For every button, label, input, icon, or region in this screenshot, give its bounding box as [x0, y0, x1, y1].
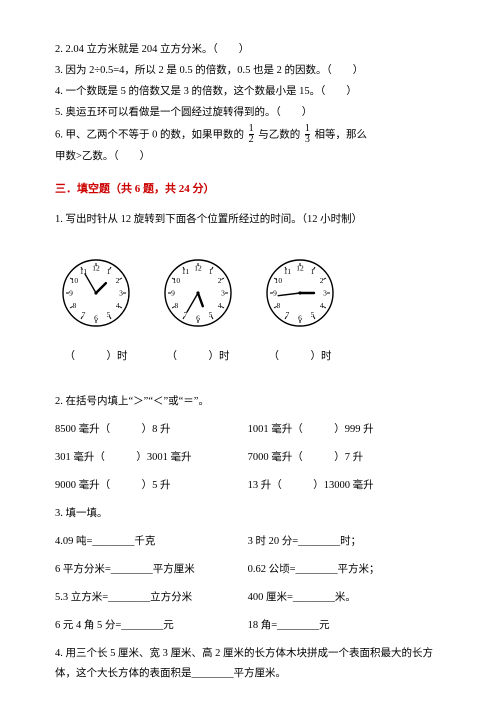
- frac-num: 1: [305, 123, 310, 134]
- worksheet-page: 2. 2.04 立方米就是 204 立方分米。（ ） 3. 因为 2÷0.5=4…: [0, 0, 500, 707]
- clock-face-2: 123456789101112: [162, 257, 234, 329]
- tf-q3: 3. 因为 2÷0.5=4，所以 2 是 0.5 的倍数，0.5 也是 2 的因…: [55, 61, 445, 81]
- svg-text:3: 3: [119, 288, 123, 297]
- fb-q2-r3a: 9000 毫升（ ）5 升: [55, 476, 245, 496]
- svg-text:12: 12: [296, 263, 304, 272]
- svg-text:8: 8: [276, 301, 280, 310]
- svg-text:10: 10: [275, 276, 283, 285]
- svg-text:1: 1: [209, 266, 213, 275]
- fb-q3-r1b: 3 时 20 分=________时；: [248, 532, 362, 552]
- fb-q2-r1b: 1001 毫升（ ）999 升: [248, 420, 374, 440]
- fb-q3-r4b: 18 角=________元: [248, 616, 330, 636]
- frac-den: 3: [305, 134, 310, 146]
- svg-text:4: 4: [320, 301, 324, 310]
- svg-text:12: 12: [194, 263, 202, 272]
- clock-3-label: （ ）时: [269, 347, 332, 367]
- svg-text:6: 6: [196, 313, 200, 322]
- svg-text:9: 9: [273, 288, 277, 297]
- section-fill-blank-title: 三．填空题（共 6 题，共 24 分）: [55, 179, 445, 200]
- fb-q3-row1: 4.09 吨=________千克 3 时 20 分=________时；: [55, 532, 445, 552]
- clock-face-3: 123456789101112: [264, 257, 336, 329]
- svg-text:9: 9: [69, 288, 73, 297]
- fb-q2-row3: 9000 毫升（ ）5 升 13 升（ ）13000 毫升: [55, 476, 445, 496]
- svg-text:8: 8: [72, 301, 76, 310]
- svg-text:4: 4: [218, 301, 222, 310]
- svg-text:8: 8: [174, 301, 178, 310]
- fb-q4: 4. 用三个长 5 厘米、宽 3 厘米、高 2 厘米的长方体木块拼成一个表面积最…: [55, 644, 445, 684]
- fb-q2-r2b: 7000 毫升（ ）7 升: [248, 448, 364, 468]
- svg-text:5: 5: [311, 310, 315, 319]
- svg-text:11: 11: [284, 266, 291, 275]
- svg-text:7: 7: [82, 310, 86, 319]
- fb-q2-row1: 8500 毫升（ ）8 升 1001 毫升（ ）999 升: [55, 420, 445, 440]
- fb-q3-lead: 3. 填一填。: [55, 504, 445, 524]
- fraction-1-2: 1 2: [249, 124, 254, 146]
- svg-text:2: 2: [320, 276, 324, 285]
- frac-den: 2: [249, 134, 254, 146]
- clock-face-1: 123456789101112: [60, 257, 132, 329]
- clock-2: 123456789101112 （ ）时: [162, 257, 234, 367]
- tf-q4: 4. 一个数既是 5 的倍数又是 3 的倍数，这个数最小是 15。（ ）: [55, 82, 445, 102]
- fb-q2-r1a: 8500 毫升（ ）8 升: [55, 420, 245, 440]
- fb-q2-r2a: 301 毫升（ ）3001 毫升: [55, 448, 245, 468]
- fb-q2-lead: 2. 在括号内填上“＞”“＜”或“＝”。: [55, 392, 445, 412]
- clock-1: 123456789101112 （ ）时: [60, 257, 132, 367]
- clock-1-label: （ ）时: [65, 347, 128, 367]
- fb-q3-r3a: 5.3 立方米=________立方分米: [55, 588, 245, 608]
- fb-q3-r2b: 0.62 公顷=________平方米；: [248, 560, 380, 580]
- tf-q6-b: 与乙数的: [258, 129, 300, 140]
- svg-text:5: 5: [209, 310, 213, 319]
- svg-text:6: 6: [94, 313, 98, 322]
- svg-text:2: 2: [116, 276, 120, 285]
- fb-q3-r3b: 400 厘米=________米。: [248, 588, 356, 608]
- svg-text:11: 11: [80, 266, 87, 275]
- tf-q6-d: 甲数>乙数。（ ）: [55, 147, 445, 167]
- fb-q2-row2: 301 毫升（ ）3001 毫升 7000 毫升（ ）7 升: [55, 448, 445, 468]
- tf-q6-a: 6. 甲、乙两个不等于 0 的数，如果甲数的: [55, 129, 244, 140]
- tf-q2: 2. 2.04 立方米就是 204 立方分米。（ ）: [55, 40, 445, 60]
- fb-q3-r1a: 4.09 吨=________千克: [55, 532, 245, 552]
- svg-text:3: 3: [323, 288, 327, 297]
- fb-q3-r4a: 6 元 4 角 5 分=________元: [55, 616, 245, 636]
- svg-text:9: 9: [171, 288, 175, 297]
- svg-text:1: 1: [107, 266, 111, 275]
- fb-q3-r2a: 6 平方分米=________平方厘米: [55, 560, 245, 580]
- svg-text:12: 12: [92, 263, 100, 272]
- fb-q2-r3b: 13 升（ ）13000 毫升: [248, 476, 374, 496]
- clock-2-label: （ ）时: [167, 347, 230, 367]
- tf-q6-c: 相等，那么: [315, 129, 368, 140]
- svg-text:5: 5: [107, 310, 111, 319]
- fb-q3-row4: 6 元 4 角 5 分=________元 18 角=________元: [55, 616, 445, 636]
- svg-text:2: 2: [218, 276, 222, 285]
- svg-text:11: 11: [182, 266, 189, 275]
- svg-text:10: 10: [71, 276, 79, 285]
- clock-3: 123456789101112 （ ）时: [264, 257, 336, 367]
- svg-text:1: 1: [311, 266, 315, 275]
- tf-q5: 5. 奥运五环可以看做是一个圆经过旋转得到的。（ ）: [55, 103, 445, 123]
- svg-text:4: 4: [116, 301, 120, 310]
- svg-text:10: 10: [173, 276, 181, 285]
- svg-text:6: 6: [298, 313, 302, 322]
- clock-row: 123456789101112 （ ）时 123456789101112 （ ）…: [60, 257, 445, 367]
- fb-q1: 1. 写出时针从 12 旋转到下面各个位置所经过的时间。（12 小时制）: [55, 210, 445, 230]
- fb-q3-row2: 6 平方分米=________平方厘米 0.62 公顷=________平方米；: [55, 560, 445, 580]
- frac-num: 1: [249, 123, 254, 134]
- fraction-1-3: 1 3: [305, 124, 310, 146]
- fb-q3-row3: 5.3 立方米=________立方分米 400 厘米=________米。: [55, 588, 445, 608]
- tf-q6: 6. 甲、乙两个不等于 0 的数，如果甲数的 1 2 与乙数的 1 3 相等，那…: [55, 124, 445, 146]
- svg-text:7: 7: [286, 310, 290, 319]
- svg-text:3: 3: [221, 288, 225, 297]
